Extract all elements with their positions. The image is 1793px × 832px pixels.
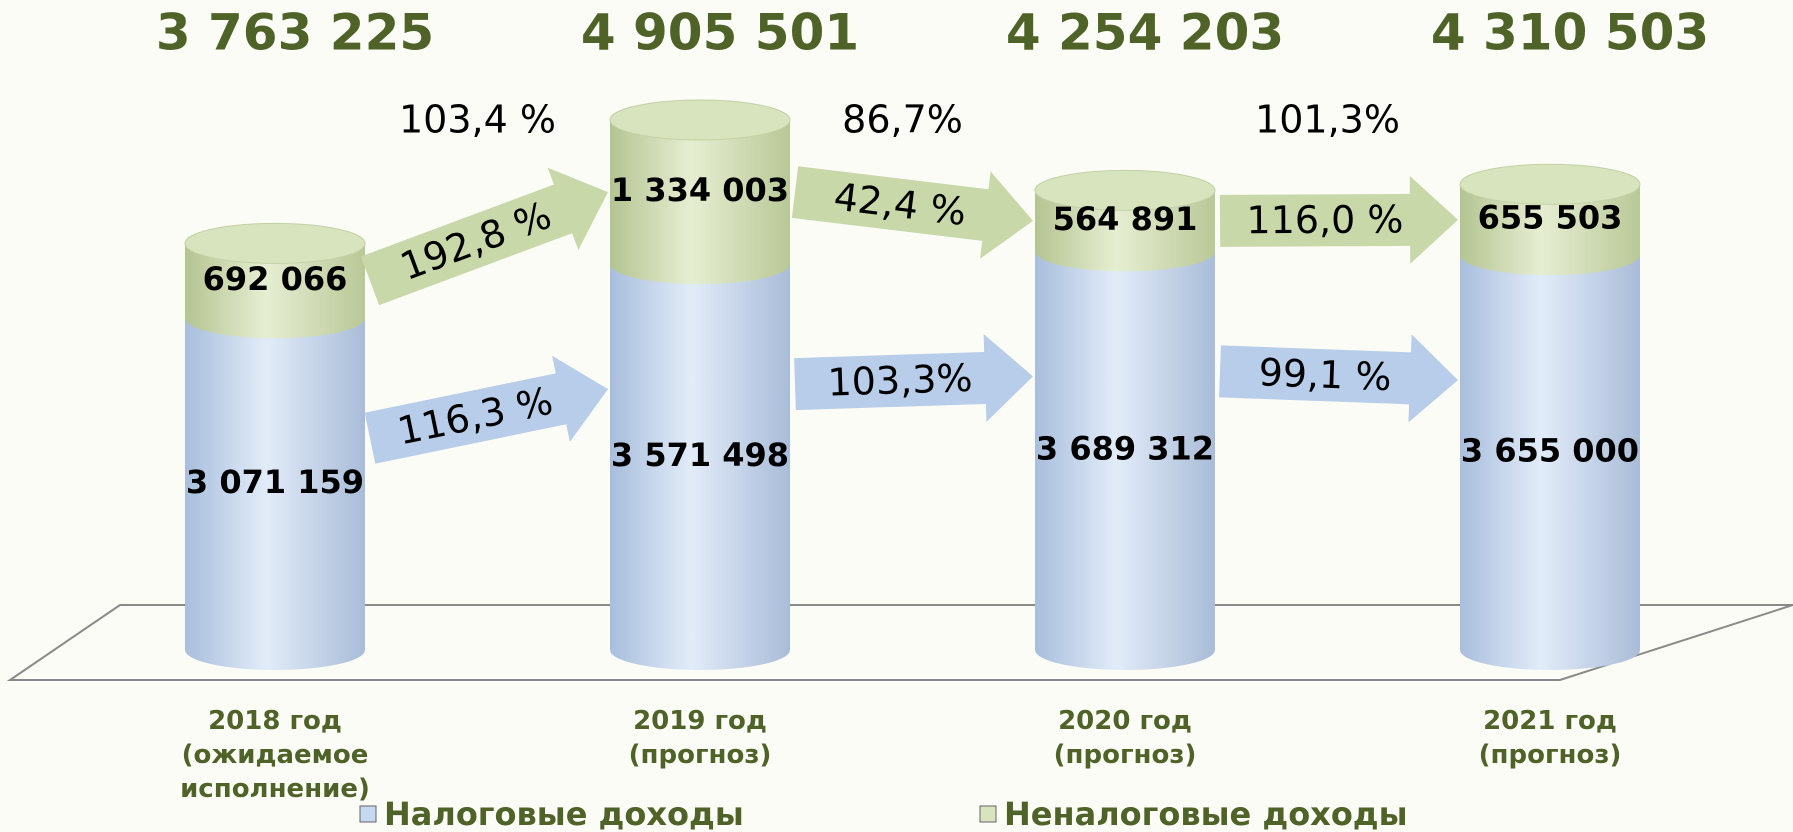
total-growth-label: 103,4 % — [399, 98, 556, 142]
growth-label: 99,1 % — [1258, 350, 1392, 399]
growth-arrow: 116,0 % — [1220, 176, 1458, 265]
bar-segment-bottom — [185, 630, 365, 670]
x-tick-label: 2020 год (прогноз) — [995, 704, 1255, 772]
legend-marker — [980, 806, 996, 822]
bar-segment-bottom — [1460, 235, 1640, 275]
growth-arrow: 103,3% — [794, 332, 1035, 428]
bar-segment-bottom — [185, 298, 365, 338]
total-label: 3 763 225 — [156, 4, 434, 62]
total-label: 4 254 203 — [1006, 4, 1284, 62]
x-tick-label: 2019 год (прогноз) — [570, 704, 830, 772]
growth-arrow: 99,1 % — [1218, 327, 1459, 424]
value-label: 3 655 000 — [1461, 432, 1639, 470]
bar-segment-bottom — [1460, 630, 1640, 670]
legend-label: Налоговые доходы — [384, 795, 744, 832]
growth-arrow: 116,3 % — [361, 346, 617, 481]
value-label: 3 071 159 — [186, 463, 364, 501]
x-tick-label: 2021 год (прогноз) — [1420, 704, 1680, 772]
value-label: 3 689 312 — [1036, 430, 1214, 468]
bar-cap — [610, 100, 790, 140]
bar-segment-bottom — [1035, 630, 1215, 670]
growth-arrow: 192,8 % — [355, 151, 624, 322]
value-label: 692 066 — [203, 260, 348, 298]
growth-label: 116,0 % — [1246, 197, 1403, 242]
total-growth-label: 86,7% — [842, 98, 963, 142]
total-label: 4 905 501 — [581, 4, 859, 62]
bar-cap — [185, 223, 365, 263]
bar-segment-bottom — [610, 244, 790, 284]
page: 3 071 159 692 066 3 763 225 3 571 498 1 334 … — [0, 0, 1793, 832]
value-label: 1 334 003 — [611, 171, 789, 209]
legend-marker — [360, 806, 376, 822]
growth-label: 103,3% — [827, 356, 973, 405]
legend-label: Неналоговые доходы — [1004, 795, 1408, 832]
total-label: 4 310 503 — [1431, 4, 1709, 62]
x-tick-label: 2018 год (ожидаемое исполнение) — [145, 704, 405, 806]
value-label: 3 571 498 — [611, 436, 789, 474]
total-growth-label: 101,3% — [1255, 98, 1400, 142]
value-label: 564 891 — [1053, 200, 1198, 238]
growth-arrow: 42,4 % — [790, 148, 1039, 264]
bar-segment-bottom — [610, 630, 790, 670]
value-label: 655 503 — [1478, 199, 1623, 237]
growth-label: 192,8 % — [394, 193, 556, 289]
